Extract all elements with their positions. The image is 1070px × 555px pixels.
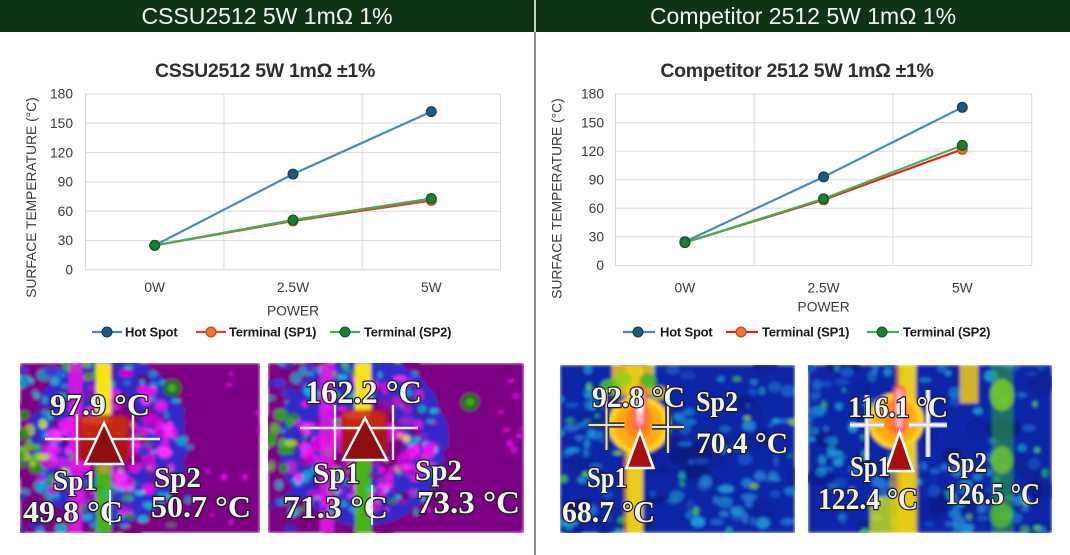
svg-text:0: 0 <box>596 258 604 273</box>
svg-text:Competitor 2512 5W 1mΩ ±1%: Competitor 2512 5W 1mΩ ±1% <box>660 60 933 82</box>
svg-text:120: 120 <box>50 145 73 160</box>
svg-text:122.4 °C: 122.4 °C <box>818 481 918 516</box>
svg-text:Terminal (SP2): Terminal (SP2) <box>903 325 990 340</box>
svg-text:162.2 °C: 162.2 °C <box>305 375 422 411</box>
svg-text:180: 180 <box>581 87 604 102</box>
svg-text:60: 60 <box>589 201 605 216</box>
svg-text:49.8 °C: 49.8 °C <box>23 494 123 529</box>
svg-text:Sp2: Sp2 <box>947 447 987 479</box>
svg-text:5W: 5W <box>952 281 973 296</box>
svg-text:Sp2: Sp2 <box>415 454 462 487</box>
svg-text:2.5W: 2.5W <box>807 281 839 296</box>
svg-text:50.7 °C: 50.7 °C <box>151 489 251 524</box>
svg-text:Sp1: Sp1 <box>850 451 890 483</box>
svg-text:Terminal (SP1): Terminal (SP1) <box>229 325 316 340</box>
svg-text:POWER: POWER <box>267 304 319 319</box>
svg-text:30: 30 <box>58 233 74 248</box>
svg-text:2.5W: 2.5W <box>277 280 309 295</box>
svg-text:180: 180 <box>50 87 73 102</box>
svg-text:CSSU2512 5W 1mΩ ±1%: CSSU2512 5W 1mΩ ±1% <box>155 60 375 82</box>
svg-text:0: 0 <box>65 263 73 278</box>
svg-text:70.4 °C: 70.4 °C <box>696 427 788 460</box>
svg-text:90: 90 <box>58 175 74 190</box>
svg-text:116.1 °C: 116.1 °C <box>848 391 948 424</box>
svg-text:73.3 °C: 73.3 °C <box>417 484 520 520</box>
svg-text:68.7 °C: 68.7 °C <box>562 494 655 529</box>
svg-text:92.8 °C: 92.8 °C <box>592 381 685 414</box>
svg-text:0W: 0W <box>144 280 165 295</box>
svg-text:Hot Spot: Hot Spot <box>660 325 713 340</box>
svg-text:0W: 0W <box>675 281 696 296</box>
svg-text:97.9 °C: 97.9 °C <box>50 387 150 422</box>
svg-text:POWER: POWER <box>798 300 850 315</box>
svg-text:120: 120 <box>581 144 604 159</box>
svg-text:126.5 °C: 126.5 °C <box>945 476 1040 511</box>
svg-text:Sp1: Sp1 <box>53 465 97 497</box>
svg-text:150: 150 <box>50 116 73 131</box>
svg-text:90: 90 <box>589 172 605 187</box>
svg-text:60: 60 <box>58 204 74 219</box>
svg-text:Terminal (SP2): Terminal (SP2) <box>364 325 451 340</box>
svg-text:Terminal (SP1): Terminal (SP1) <box>762 325 849 340</box>
svg-text:Sp2: Sp2 <box>696 386 738 418</box>
svg-text:5W: 5W <box>421 280 442 295</box>
svg-text:Sp2: Sp2 <box>154 462 201 494</box>
svg-text:SURFACE TEMPERATURE (°C): SURFACE TEMPERATURE (°C) <box>550 98 565 298</box>
svg-text:150: 150 <box>581 115 604 130</box>
svg-text:SURFACE TEMPERATURE (°C): SURFACE TEMPERATURE (°C) <box>24 97 39 297</box>
svg-text:30: 30 <box>589 230 605 245</box>
svg-text:Hot Spot: Hot Spot <box>125 325 178 340</box>
svg-text:Sp1: Sp1 <box>587 462 627 494</box>
svg-text:Sp1: Sp1 <box>313 457 360 490</box>
